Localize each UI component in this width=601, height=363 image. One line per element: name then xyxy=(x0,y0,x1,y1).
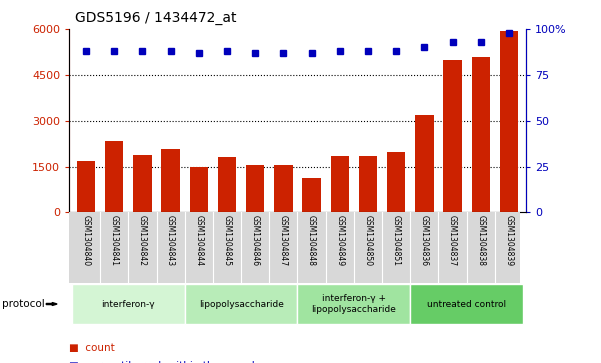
Bar xyxy=(415,115,433,212)
Bar xyxy=(185,284,297,324)
Bar xyxy=(77,161,95,212)
Text: GSM1304839: GSM1304839 xyxy=(504,215,513,266)
Bar xyxy=(500,30,518,212)
Text: GSM1304844: GSM1304844 xyxy=(194,215,203,266)
Bar xyxy=(302,178,321,212)
Text: GSM1304841: GSM1304841 xyxy=(110,215,119,266)
Bar xyxy=(444,60,462,212)
Text: ■  count: ■ count xyxy=(69,343,115,353)
Text: GDS5196 / 1434472_at: GDS5196 / 1434472_at xyxy=(75,11,237,25)
Text: GSM1304846: GSM1304846 xyxy=(251,215,260,266)
Text: GSM1304845: GSM1304845 xyxy=(222,215,231,266)
Bar xyxy=(297,284,410,324)
Text: untreated control: untreated control xyxy=(427,299,506,309)
Bar xyxy=(274,165,293,212)
Text: GSM1304851: GSM1304851 xyxy=(392,215,401,266)
Text: GSM1304850: GSM1304850 xyxy=(364,215,373,266)
Text: GSM1304843: GSM1304843 xyxy=(166,215,175,266)
Bar xyxy=(105,140,123,212)
Text: GSM1304838: GSM1304838 xyxy=(476,215,485,266)
Text: interferon-γ: interferon-γ xyxy=(102,299,155,309)
Bar xyxy=(359,156,377,212)
Bar xyxy=(162,149,180,212)
Text: GSM1304836: GSM1304836 xyxy=(420,215,429,266)
Text: protocol: protocol xyxy=(2,299,45,309)
Bar xyxy=(472,57,490,212)
Text: GSM1304848: GSM1304848 xyxy=(307,215,316,266)
Text: GSM1304842: GSM1304842 xyxy=(138,215,147,266)
Bar xyxy=(387,152,405,212)
Text: lipopolysaccharide: lipopolysaccharide xyxy=(199,299,284,309)
Bar xyxy=(133,155,151,212)
Text: GSM1304840: GSM1304840 xyxy=(82,215,91,266)
Text: GSM1304837: GSM1304837 xyxy=(448,215,457,266)
Bar xyxy=(72,284,185,324)
Bar xyxy=(410,284,523,324)
Text: ■  percentile rank within the sample: ■ percentile rank within the sample xyxy=(69,361,261,363)
Bar xyxy=(218,158,236,212)
Text: interferon-γ +
lipopolysaccharide: interferon-γ + lipopolysaccharide xyxy=(311,294,396,314)
Bar xyxy=(246,165,264,212)
Text: GSM1304849: GSM1304849 xyxy=(335,215,344,266)
Bar xyxy=(190,167,208,212)
Bar xyxy=(331,156,349,212)
Text: GSM1304847: GSM1304847 xyxy=(279,215,288,266)
